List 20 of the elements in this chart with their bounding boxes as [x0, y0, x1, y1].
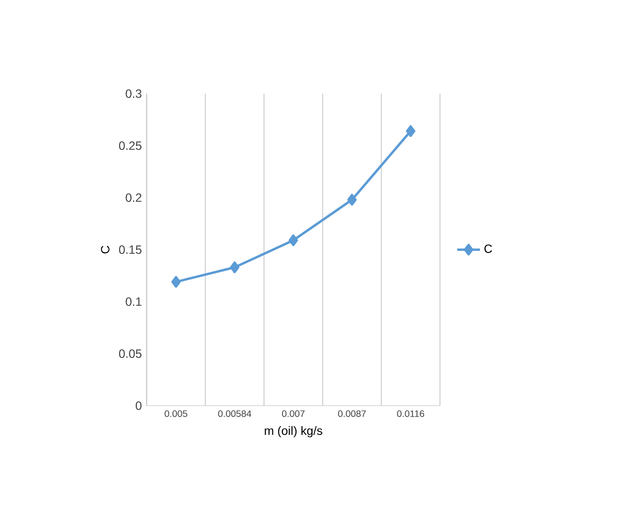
- x-tick-label: 0.0116: [397, 410, 424, 417]
- y-tick-label: 0.2: [126, 193, 142, 202]
- y-tick-label: 0.25: [119, 141, 142, 150]
- y-tick-label: 0.1: [126, 297, 142, 306]
- y-tick-label: 0.15: [119, 245, 142, 254]
- point: [347, 194, 357, 206]
- y-tick-label: 0: [136, 401, 142, 410]
- y-tick-label: 0.05: [119, 349, 142, 358]
- x-tick-label: 0.0087: [338, 410, 366, 417]
- point: [288, 234, 298, 246]
- point: [171, 276, 181, 288]
- point: [230, 261, 240, 274]
- y-tick-label: 0.3: [126, 89, 142, 98]
- point: [406, 125, 416, 137]
- legend-label: C: [484, 244, 492, 253]
- x-tick-label: 0.007: [282, 410, 305, 417]
- x-axis-title: m (oil) kg/s: [264, 426, 322, 438]
- x-tick-label: 0.00584: [218, 410, 252, 417]
- y-axis-title: C: [100, 246, 110, 254]
- x-tick-label: 0.005: [164, 410, 188, 417]
